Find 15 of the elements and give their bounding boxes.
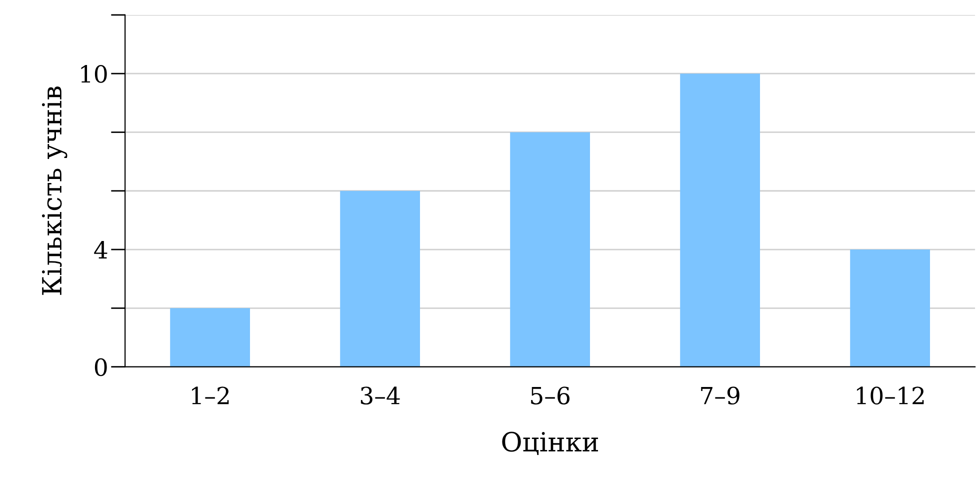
x-tick-label: 5–6 [531,386,570,405]
y-tick-label: 0 [94,358,107,376]
x-tick-label: 3–4 [360,386,400,405]
y-tick-label: 10 [81,65,107,83]
x-tick-label: 7–9 [701,386,740,405]
y-tick-label: 4 [94,240,108,258]
bar [170,308,250,367]
x-tick-label: 10–12 [856,386,924,405]
y-axis-title: Кількість учнів [42,86,68,295]
x-tick-label: 1–2 [192,386,229,404]
bar [680,74,760,367]
x-axis-title: Оцінки [502,432,598,456]
bar [510,132,590,367]
bar [850,250,930,367]
bar [340,190,420,367]
